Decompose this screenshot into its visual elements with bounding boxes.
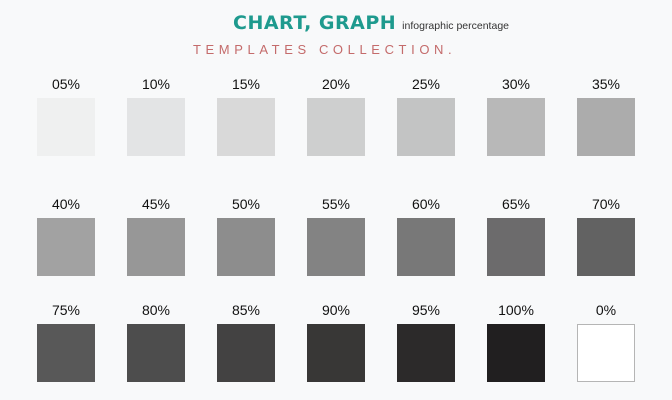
swatch-cell: 60% xyxy=(386,196,466,278)
page-subtitle: TEMPLATES COLLECTION. xyxy=(193,42,457,57)
swatch-square xyxy=(487,98,545,156)
header: CHART, GRAPH infographic percentage TEMP… xyxy=(0,0,672,64)
swatch-cell: 05% xyxy=(26,76,106,158)
swatch-square xyxy=(37,218,95,276)
swatch-square xyxy=(37,324,95,382)
swatch-square xyxy=(127,98,185,156)
swatch-square xyxy=(217,324,275,382)
swatch-label: 95% xyxy=(411,302,441,318)
swatch-cell: 40% xyxy=(26,196,106,278)
swatch-square xyxy=(307,98,365,156)
swatch-cell: 25% xyxy=(386,76,466,158)
swatch-square xyxy=(397,98,455,156)
swatch-cell: 70% xyxy=(566,196,646,278)
swatch-square xyxy=(37,98,95,156)
swatch-square xyxy=(397,218,455,276)
swatch-label: 10% xyxy=(141,76,171,92)
swatch-cell: 95% xyxy=(386,302,466,384)
swatch-square xyxy=(217,98,275,156)
swatch-label: 20% xyxy=(321,76,351,92)
swatch-cell: 30% xyxy=(476,76,556,158)
title-subtext: infographic percentage xyxy=(402,20,509,32)
swatch-label: 35% xyxy=(591,76,621,92)
swatch-label: 50% xyxy=(231,196,261,212)
swatch-square xyxy=(307,218,365,276)
swatch-label: 25% xyxy=(411,76,441,92)
swatch-square xyxy=(307,324,365,382)
swatch-square xyxy=(127,324,185,382)
swatch-cell: 35% xyxy=(566,76,646,158)
swatch-cell: 90% xyxy=(296,302,376,384)
swatch-label: 15% xyxy=(231,76,261,92)
swatch-label: 45% xyxy=(141,196,171,212)
swatch-square xyxy=(577,98,635,156)
swatch-cell: 75% xyxy=(26,302,106,384)
swatch-square xyxy=(397,324,455,382)
swatch-square xyxy=(577,324,635,382)
swatch-label: 40% xyxy=(51,196,81,212)
swatch-cell: 50% xyxy=(206,196,286,278)
swatch-cell: 85% xyxy=(206,302,286,384)
swatch-label: 90% xyxy=(321,302,351,318)
swatch-cell: 10% xyxy=(116,76,196,158)
swatch-cell: 0% xyxy=(566,302,646,384)
swatch-cell: 55% xyxy=(296,196,376,278)
swatch-cell: 45% xyxy=(116,196,196,278)
swatch-label: 100% xyxy=(498,302,534,318)
swatch-square xyxy=(487,218,545,276)
swatch-label: 80% xyxy=(141,302,171,318)
title-line: CHART, GRAPH infographic percentage xyxy=(233,12,509,34)
swatch-cell: 100% xyxy=(476,302,556,384)
swatch-square xyxy=(127,218,185,276)
swatch-label: 70% xyxy=(591,196,621,212)
swatch-square xyxy=(577,218,635,276)
swatch-cell: 15% xyxy=(206,76,286,158)
swatch-label: 85% xyxy=(231,302,261,318)
swatch-label: 30% xyxy=(501,76,531,92)
swatch-cell: 80% xyxy=(116,302,196,384)
page-title: CHART, GRAPH xyxy=(233,12,397,34)
swatch-label: 0% xyxy=(595,302,617,318)
swatch-label: 65% xyxy=(501,196,531,212)
swatch-label: 55% xyxy=(321,196,351,212)
swatch-square xyxy=(487,324,545,382)
swatch-label: 60% xyxy=(411,196,441,212)
swatch-cell: 20% xyxy=(296,76,376,158)
swatch-square xyxy=(217,218,275,276)
swatch-label: 05% xyxy=(51,76,81,92)
swatch-label: 75% xyxy=(51,302,81,318)
swatch-cell: 65% xyxy=(476,196,556,278)
